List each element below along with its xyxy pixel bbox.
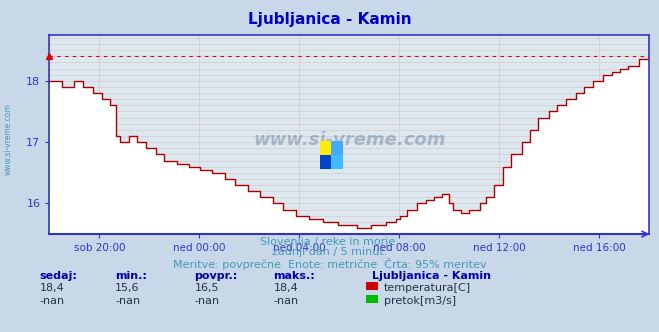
Text: zadnji dan / 5 minut.: zadnji dan / 5 minut. (272, 247, 387, 257)
Bar (320, 155, 331, 169)
Text: sedaj:: sedaj: (40, 271, 77, 281)
Text: min.:: min.: (115, 271, 147, 281)
Bar (320, 141, 331, 155)
Text: Ljubljanica - Kamin: Ljubljanica - Kamin (372, 271, 492, 281)
Text: 18,4: 18,4 (273, 283, 299, 293)
Text: pretok[m3/s]: pretok[m3/s] (384, 296, 455, 306)
Text: Ljubljanica - Kamin: Ljubljanica - Kamin (248, 12, 411, 27)
Text: 16,5: 16,5 (194, 283, 219, 293)
Text: temperatura[C]: temperatura[C] (384, 283, 471, 293)
Bar (331, 141, 343, 155)
Text: -nan: -nan (194, 296, 219, 306)
Text: www.si-vreme.com: www.si-vreme.com (253, 131, 445, 149)
Text: -nan: -nan (115, 296, 140, 306)
Text: www.si-vreme.com: www.si-vreme.com (3, 104, 13, 175)
Text: Meritve: povprečne  Enote: metrične  Črta: 95% meritev: Meritve: povprečne Enote: metrične Črta:… (173, 258, 486, 270)
Bar (331, 155, 343, 169)
Text: maks.:: maks.: (273, 271, 315, 281)
Text: -nan: -nan (273, 296, 299, 306)
Text: Slovenija / reke in morje.: Slovenija / reke in morje. (260, 237, 399, 247)
Text: 18,4: 18,4 (40, 283, 65, 293)
Text: 15,6: 15,6 (115, 283, 140, 293)
Text: -nan: -nan (40, 296, 65, 306)
Text: povpr.:: povpr.: (194, 271, 238, 281)
